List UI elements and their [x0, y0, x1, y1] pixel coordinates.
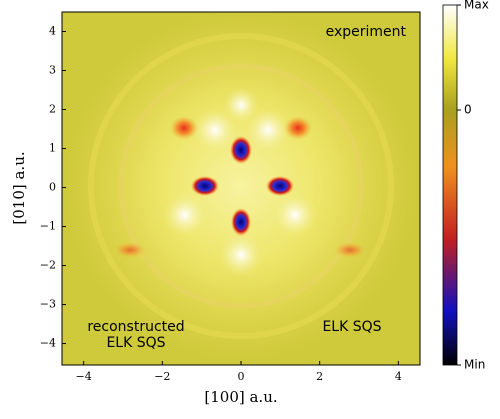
annotation: ELK SQS	[106, 335, 165, 351]
annotation: reconstructed	[87, 319, 184, 335]
colorbar-label: 0	[464, 103, 472, 117]
colorbar	[442, 4, 458, 366]
colorbar-label: Max	[464, 0, 489, 12]
x-tick-label: 0	[238, 370, 245, 383]
heatmap-field	[62, 12, 420, 365]
y-axis-label: [010] a.u.	[10, 151, 28, 224]
x-axis-label: [100] a.u.	[204, 388, 277, 406]
y-tick-label: −2	[40, 259, 56, 272]
y-tick-label: −1	[40, 220, 56, 233]
y-tick-label: 1	[49, 142, 56, 155]
y-tick-label: 2	[49, 103, 56, 116]
annotation: experiment	[326, 24, 407, 40]
x-tick-label: 4	[395, 370, 402, 383]
y-tick-label: −3	[40, 298, 56, 311]
y-tick-label: 3	[49, 64, 56, 77]
y-tick-label: −4	[40, 337, 56, 350]
x-tick-label: −2	[154, 370, 170, 383]
x-tick-label: 2	[316, 370, 323, 383]
y-tick-label: 4	[49, 25, 56, 38]
annotation: ELK SQS	[322, 319, 381, 335]
x-tick-label: −4	[76, 370, 92, 383]
y-tick-label: 0	[49, 181, 56, 194]
colorbar-label: Min	[464, 358, 485, 372]
